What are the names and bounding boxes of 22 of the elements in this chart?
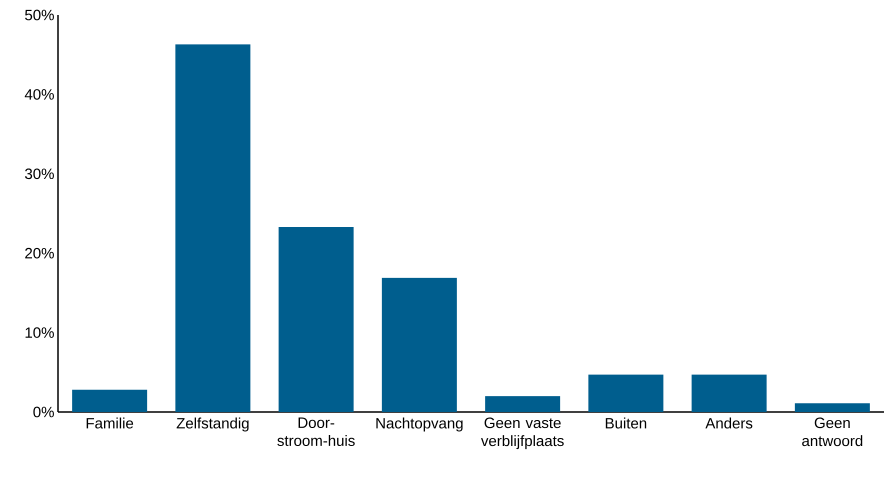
bar	[588, 374, 664, 412]
x-tick-label: Zelfstandig	[176, 418, 249, 432]
bar	[278, 226, 354, 412]
bar	[485, 396, 560, 412]
bar	[382, 278, 457, 412]
bar	[175, 44, 250, 412]
x-tick-label: Geen vaste verblijfplaats	[480, 418, 564, 450]
y-tick-label: 40%	[24, 89, 54, 100]
x-tick-label: Geen antwoord	[802, 418, 862, 446]
y-tick-label: 0%	[33, 406, 54, 418]
x-tick-label: Familie	[86, 418, 134, 429]
x-tick-label: Anders	[705, 418, 752, 429]
x-tick-label: Door-stroom-huis	[277, 418, 355, 446]
x-tick-label: Buiten	[606, 418, 646, 429]
y-tick-label: 50%	[25, 10, 54, 20]
y-tick-label: 30%	[25, 168, 54, 180]
bar	[794, 403, 870, 412]
bar	[72, 390, 148, 412]
x-tick-label: Nachtopvang	[376, 418, 463, 432]
y-tick-label: 20%	[25, 248, 54, 259]
bar	[692, 374, 767, 412]
y-tick-label: 10%	[26, 327, 54, 338]
